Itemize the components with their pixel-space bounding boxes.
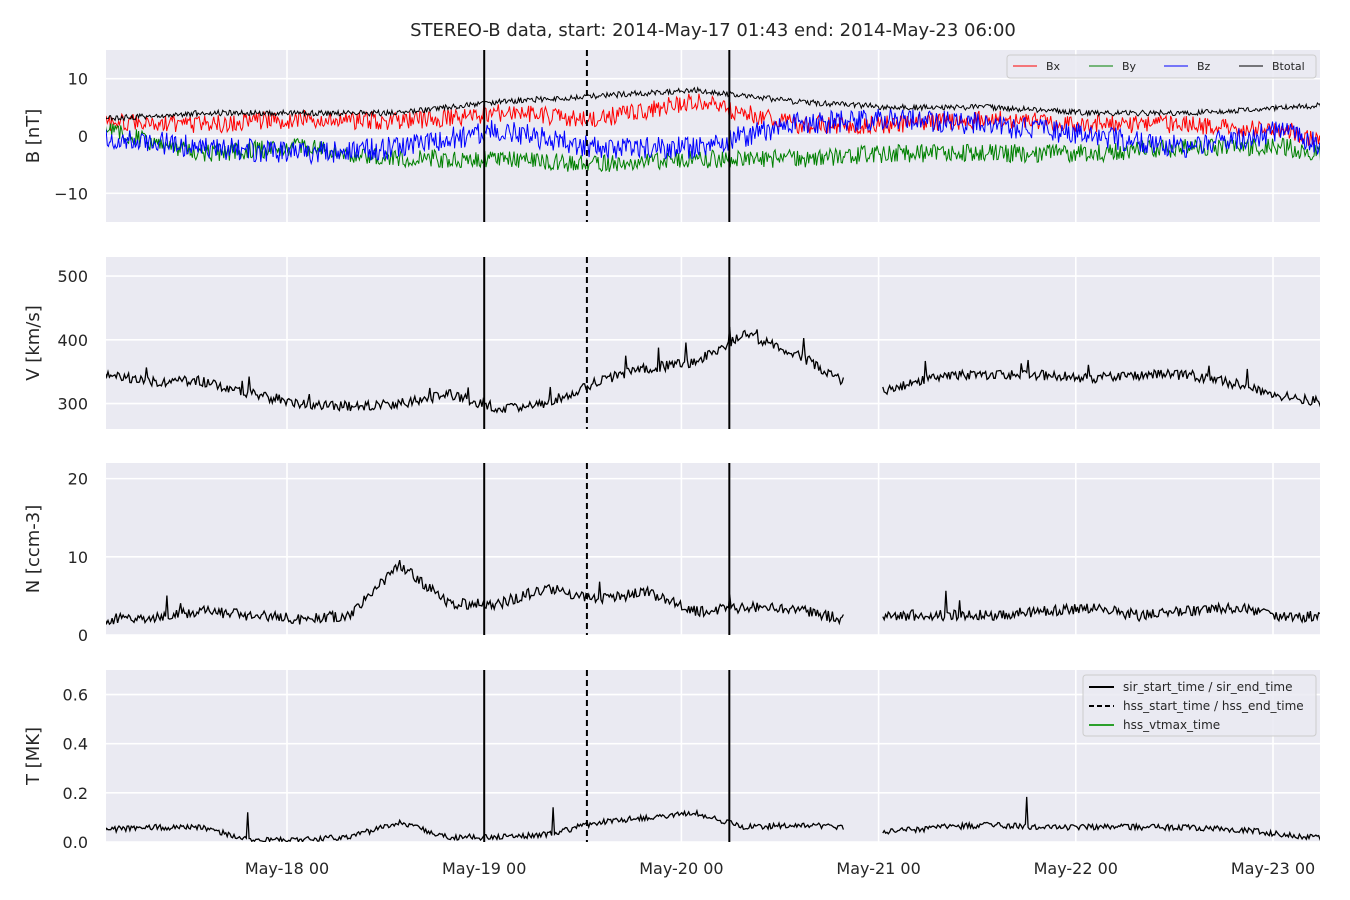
y-tick-label: 400 (57, 331, 88, 350)
panel-V: 300 400 500 V [km/s] (23, 257, 1320, 429)
series-line-V (106, 326, 845, 414)
y-tick-label: 20 (68, 470, 88, 489)
y-axis-label: T [MK] (23, 727, 44, 786)
series-group (106, 326, 1320, 414)
y-tick-label: −10 (54, 184, 88, 203)
legend-label: hss_vtmax_time (1123, 718, 1220, 732)
legend-label: sir_start_time / sir_end_time (1123, 680, 1293, 694)
panel-B: −10 0 10 B [nT] Bx By Bz Btotal (23, 50, 1320, 222)
x-tick-label: May-22 00 (1034, 859, 1118, 878)
series-line-N (106, 559, 844, 626)
x-tick-label: May-21 00 (836, 859, 920, 878)
y-tick-label: 10 (68, 70, 88, 89)
y-tick-label: 0.2 (63, 784, 88, 803)
x-axis: May-18 00 May-19 00 May-20 00 May-21 00 May-… (245, 859, 1315, 878)
x-tick-label: May-23 00 (1231, 859, 1315, 878)
legend-label: Bz (1197, 60, 1211, 73)
y-tick-label: 500 (57, 267, 88, 286)
legend-label: hss_start_time / hss_end_time (1123, 699, 1304, 713)
series-line-T (106, 807, 845, 842)
series-line-By (106, 123, 1320, 173)
series-group (106, 796, 1320, 842)
legend-label: Btotal (1272, 60, 1305, 73)
series-line-Btotal (106, 86, 1320, 122)
legend-b: Bx By Bz Btotal (1006, 54, 1317, 79)
legend-events: sir_start_time / sir_end_time hss_start_t… (1082, 674, 1317, 737)
y-tick-label: 0.4 (63, 735, 88, 754)
series-group (106, 559, 1320, 626)
y-tick-label: 0.6 (63, 686, 88, 705)
y-tick-label: 10 (68, 548, 88, 567)
panel-T: 0.0 0.2 0.4 0.6 T [MK] sir_start_time / sir_e… (23, 670, 1320, 852)
series-line-V (882, 359, 1320, 408)
series-line-T (882, 796, 1320, 841)
y-axis-label: V [km/s] (23, 305, 44, 380)
x-tick-label: May-19 00 (442, 859, 526, 878)
legend-label: Bx (1046, 60, 1061, 73)
series-group (106, 86, 1320, 173)
x-tick-label: May-18 00 (245, 859, 329, 878)
y-tick-label: 0 (78, 626, 88, 645)
y-tick-label: 0.0 (63, 833, 88, 852)
x-tick-label: May-20 00 (639, 859, 723, 878)
y-tick-label: 300 (57, 395, 88, 414)
y-axis-label: N [ccm-3] (23, 505, 44, 594)
y-tick-label: 0 (78, 127, 88, 146)
legend-label: By (1122, 60, 1137, 73)
chart-title: STEREO-B data, start: 2014-May-17 01:43 … (410, 20, 1016, 41)
y-axis-label: B [nT] (23, 109, 44, 164)
series-line-Bz (106, 108, 1320, 166)
series-line-Bx (106, 93, 1320, 147)
series-line-N (882, 590, 1320, 624)
panel-N: 0 10 20 N [ccm-3] (23, 463, 1320, 645)
panel-background (106, 463, 1320, 635)
